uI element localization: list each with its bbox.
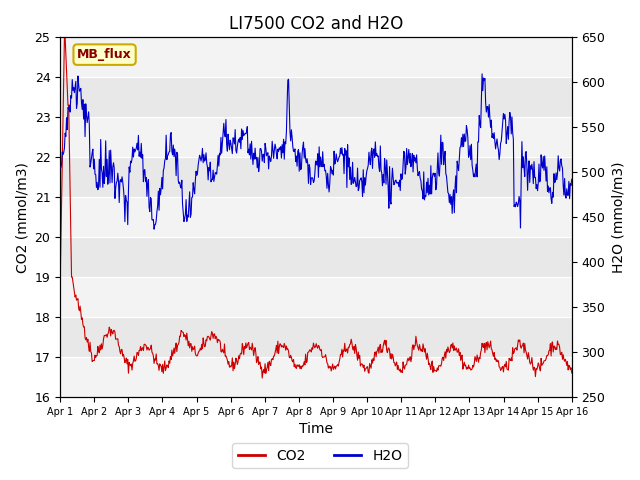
X-axis label: Time: Time xyxy=(299,422,333,436)
Legend: CO2, H2O: CO2, H2O xyxy=(232,443,408,468)
Y-axis label: H2O (mmol/m3): H2O (mmol/m3) xyxy=(611,161,625,273)
Bar xyxy=(60,277,572,317)
Text: MB_flux: MB_flux xyxy=(77,48,132,61)
Title: LI7500 CO2 and H2O: LI7500 CO2 and H2O xyxy=(229,15,403,33)
Bar xyxy=(60,37,572,77)
Bar xyxy=(60,117,572,157)
Y-axis label: CO2 (mmol/m3): CO2 (mmol/m3) xyxy=(15,162,29,273)
Bar xyxy=(60,357,572,397)
Bar xyxy=(60,197,572,237)
